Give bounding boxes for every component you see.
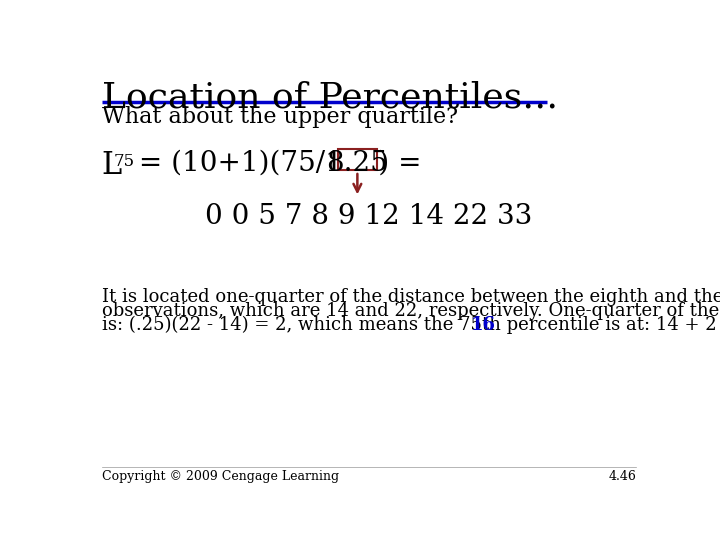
Text: 0 0 5 7 8 9 12 14 22 33: 0 0 5 7 8 9 12 14 22 33 [205,204,533,231]
Text: 75: 75 [114,153,135,170]
Text: observations, which are 14 and 22, respectively. One-quarter of the distance: observations, which are 14 and 22, respe… [102,302,720,320]
Text: L: L [102,150,122,180]
Text: It is located one-quarter of the distance between the eighth and the ninth: It is located one-quarter of the distanc… [102,288,720,306]
Bar [338,148,377,170]
Text: What about the upper quartile?: What about the upper quartile? [102,106,458,129]
Text: 4.46: 4.46 [608,470,636,483]
Text: 8.25: 8.25 [326,150,388,177]
Text: is: (.25)(22 - 14) = 2, which means the 75th percentile is at: 14 + 2 =: is: (.25)(22 - 14) = 2, which means the … [102,316,720,334]
Text: = (10+1)(75/100) =: = (10+1)(75/100) = [130,150,430,177]
Text: Location of Percentiles…: Location of Percentiles… [102,80,558,114]
Text: Copyright © 2009 Cengage Learning: Copyright © 2009 Cengage Learning [102,470,338,483]
Text: 16: 16 [471,316,496,334]
